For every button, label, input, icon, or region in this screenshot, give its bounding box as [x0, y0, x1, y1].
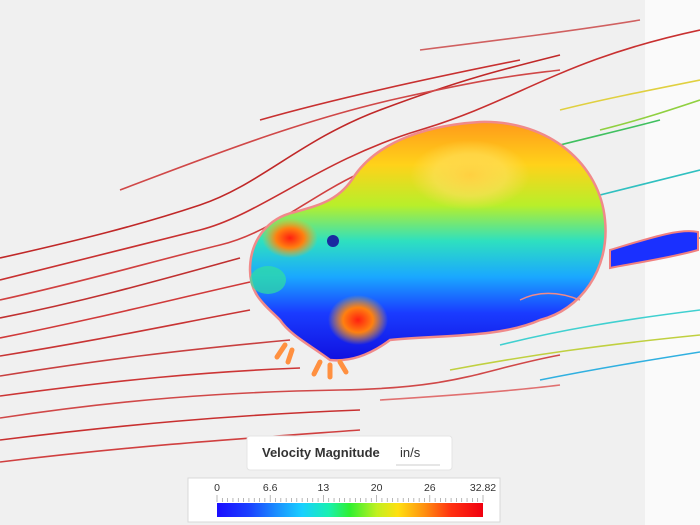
colorbar-tick-label: 26: [424, 482, 436, 494]
colorbar-tick-label: 32.82: [470, 482, 496, 494]
legend-title: Velocity Magnitude: [262, 445, 380, 460]
colorbar-tick-label: 13: [318, 482, 330, 494]
beaver-model: [248, 120, 699, 380]
legend-header: Velocity Magnitude in/s: [246, 435, 453, 471]
colorbar-tick-label: 6.6: [263, 482, 278, 494]
colorbar-tick-label: 0: [214, 482, 220, 494]
legend-unit: in/s: [400, 445, 421, 460]
colorbar-gradient: [217, 503, 483, 517]
colorbar: 0 6.6 13 20 26 32.82: [187, 477, 501, 523]
background-panel: [645, 0, 700, 525]
legend-header-box: [246, 435, 453, 471]
colorbar-tick-label: 20: [371, 482, 383, 494]
